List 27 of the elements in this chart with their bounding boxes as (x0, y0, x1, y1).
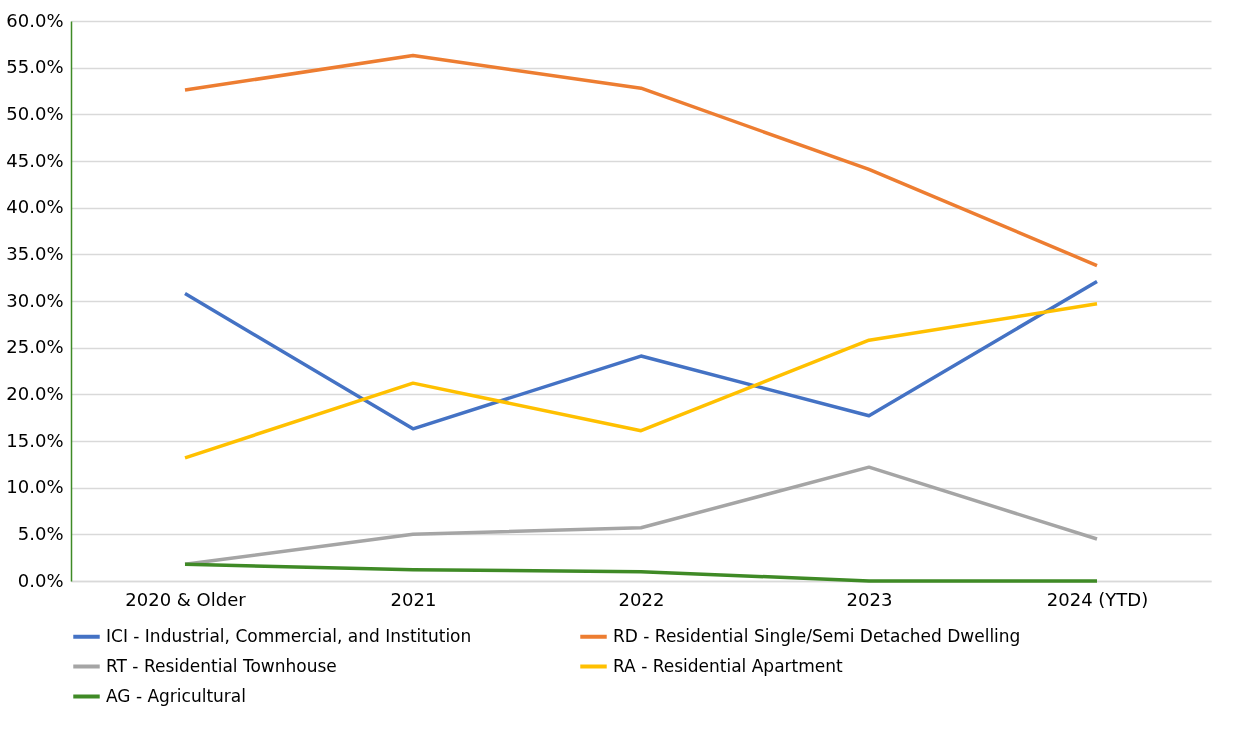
y-tick-label: 25.0% (6, 336, 64, 358)
y-tick-label: 35.0% (6, 242, 64, 264)
y-tick-label: 45.0% (6, 149, 64, 171)
line-series (183, 53, 1099, 268)
y-tick-label: 30.0% (6, 289, 64, 311)
y-tick-label: 60.0% (6, 9, 64, 31)
legend-label: RA - Residential Apartment (613, 655, 844, 676)
x-tick-label: 2021 (390, 588, 437, 610)
y-tick-label: 5.0% (17, 522, 64, 544)
legend-label: AG - Agricultural (106, 685, 246, 706)
y-tick-label: 10.0% (6, 476, 64, 498)
y-tick-label: 55.0% (6, 56, 64, 78)
x-tick-label: 2022 (618, 588, 665, 610)
line-series (183, 562, 1099, 583)
legend-label: ICI - Industrial, Commercial, and Institution (106, 625, 472, 646)
line-series (183, 279, 1099, 431)
legend-label: RT - Residential Townhouse (106, 655, 337, 676)
y-tick-label: 0.0% (17, 569, 64, 591)
line-series (183, 302, 1099, 460)
y-tick-label: 15.0% (6, 429, 64, 451)
y-tick-label: 20.0% (6, 382, 64, 404)
x-tick-label: 2023 (846, 588, 893, 610)
y-tick-label: 40.0% (6, 196, 64, 218)
x-tick-label: 2020 & Older (125, 588, 247, 610)
y-tick-label: 50.0% (6, 102, 64, 124)
legend-label: RD - Residential Single/Semi Detached Dwelling (613, 625, 1021, 646)
x-tick-label: 2024 (YTD) (1046, 588, 1149, 610)
